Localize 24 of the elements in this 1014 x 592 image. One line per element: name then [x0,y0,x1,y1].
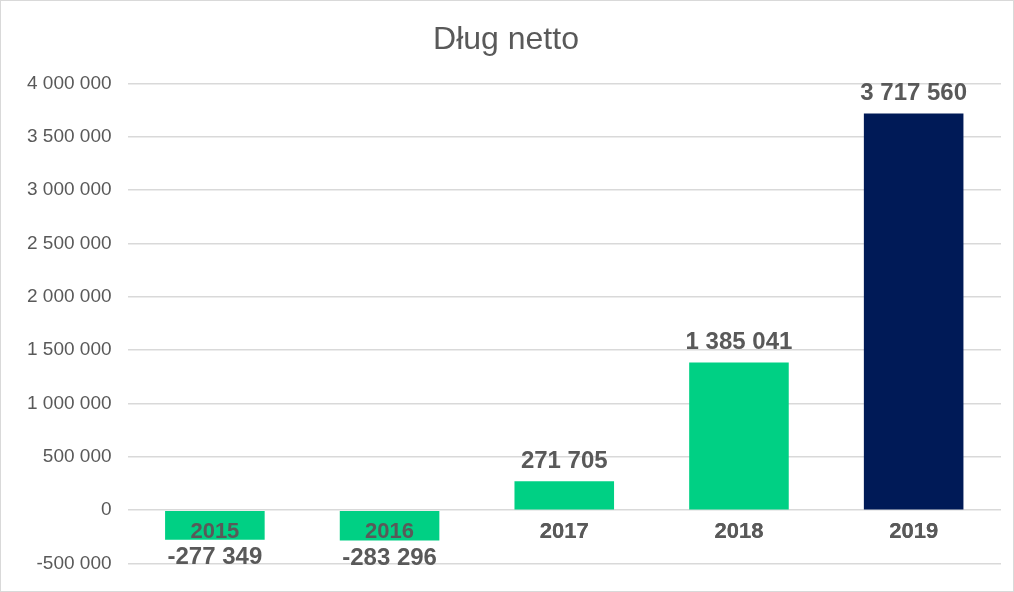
x-tick-label: 2016 [365,517,415,543]
y-tick-label: 2 500 000 [26,231,112,253]
y-tick-label: 1 500 000 [26,338,112,360]
y-tick-label: 3 000 000 [26,178,112,200]
y-tick-label: -500 000 [36,551,112,573]
data-label: 271 705 [520,445,608,473]
x-tick-label: 2017 [539,517,589,543]
chart-title: Dług netto [433,20,579,57]
x-tick-label: 2018 [714,517,764,543]
y-tick-label: 0 [100,498,112,520]
data-label: 1 385 041 [685,327,793,355]
x-tick-label: 2019 [889,517,939,543]
bar [689,362,789,510]
y-tick-label: 4 000 000 [26,71,112,93]
y-tick-label: 2 000 000 [26,285,112,307]
y-tick-label: 500 000 [42,445,112,467]
y-tick-label: 3 500 000 [26,124,112,146]
data-label: -277 349 [167,542,263,570]
x-tick-label: 2015 [190,517,240,543]
bar [863,113,964,510]
data-label: 3 717 560 [860,78,968,106]
y-tick-label: 1 000 000 [26,391,112,413]
data-label: -283 296 [342,543,437,571]
bar [514,481,615,510]
